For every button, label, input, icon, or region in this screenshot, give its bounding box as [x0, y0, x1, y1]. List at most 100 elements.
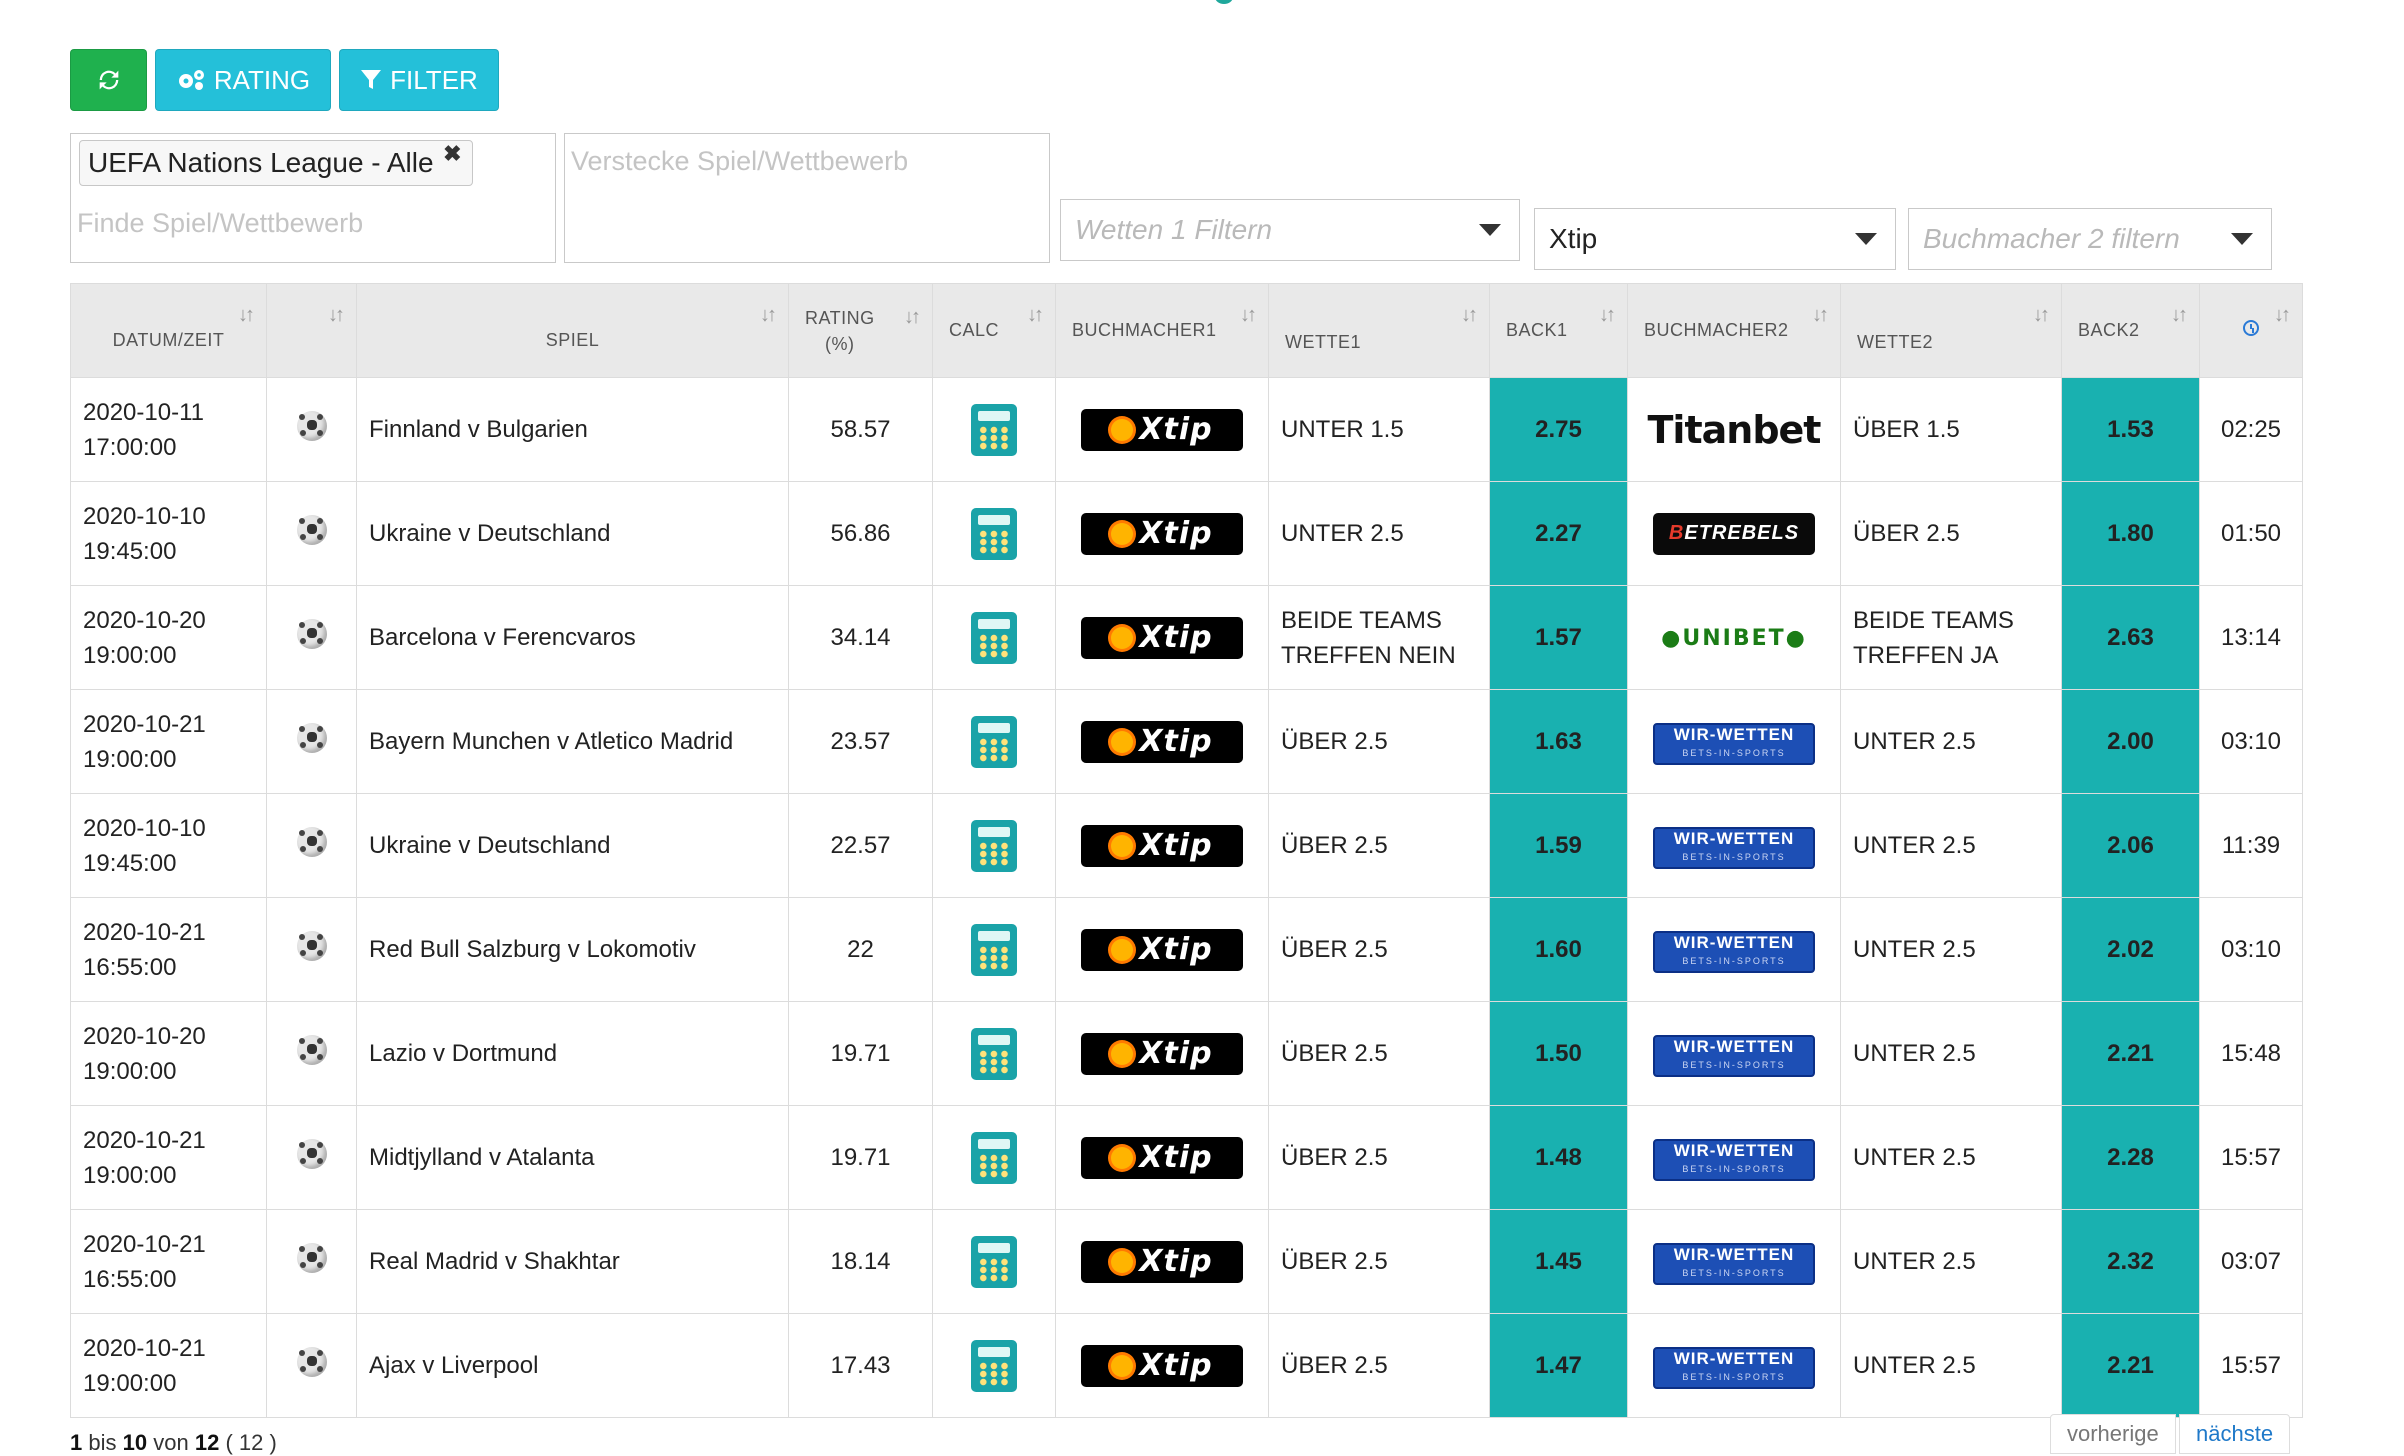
cell-bookmaker2[interactable]: WIR-WETTEN BETS-IN-SPORTS — [1627, 1209, 1841, 1314]
table-row[interactable]: 2020-10-21 16:55:00 Red Bull Salzburg v Lo… — [70, 897, 2303, 1002]
hide-match-input[interactable]: Verstecke Spiel/Wettbewerb — [564, 133, 1050, 263]
soccer-ball-icon — [296, 1243, 327, 1273]
col-header-wette2[interactable]: WETTE2 ↓↑ — [1840, 283, 2062, 378]
calculator-icon[interactable] — [971, 507, 1017, 560]
table-row[interactable]: 2020-10-10 19:45:00 Ukraine v Deutschland 5… — [70, 481, 2303, 586]
col-header-spiel[interactable]: SPIEL ↓↑ — [356, 283, 789, 378]
cell-datetime: 2020-10-21 19:00:00 — [70, 1313, 267, 1418]
cell-back1[interactable]: 1.50 — [1489, 1001, 1628, 1106]
cell-back2[interactable]: 1.53 — [2061, 377, 2200, 482]
cell-bookmaker2[interactable]: WIR-WETTEN BETS-IN-SPORTS — [1627, 689, 1841, 794]
next-page-button[interactable]: nächste — [2179, 1414, 2291, 1454]
bookmaker1-select[interactable]: Xtip — [1534, 208, 1896, 270]
cell-bookmaker1[interactable]: Xtip — [1055, 481, 1269, 586]
cell-back1[interactable]: 2.27 — [1489, 481, 1628, 586]
cell-bookmaker1[interactable]: Xtip — [1055, 377, 1269, 482]
table-row[interactable]: 2020-10-20 19:00:00 Lazio v Dortmund 19.71 X… — [70, 1001, 2303, 1106]
cell-bookmaker2[interactable]: WIR-WETTEN BETS-IN-SPORTS — [1627, 1105, 1841, 1210]
cell-spiel[interactable]: Lazio v Dortmund — [356, 1001, 789, 1106]
cell-bookmaker1[interactable]: Xtip — [1055, 793, 1269, 898]
cell-bookmaker1[interactable]: Xtip — [1055, 689, 1269, 794]
cell-bookmaker2[interactable]: B ETREBELS — [1627, 481, 1841, 586]
calculator-icon[interactable] — [971, 1027, 1017, 1080]
cell-spiel[interactable]: Ukraine v Deutschland — [356, 481, 789, 586]
table-row[interactable]: 2020-10-21 19:00:00 Ajax v Liverpool 17.43 X… — [70, 1313, 2303, 1418]
cell-sport — [266, 1209, 357, 1314]
calculator-icon[interactable] — [971, 611, 1017, 664]
cell-bookmaker2[interactable]: WIR-WETTEN BETS-IN-SPORTS — [1627, 793, 1841, 898]
cell-spiel[interactable]: Real Madrid v Shakhtar — [356, 1209, 789, 1314]
cell-back2[interactable]: 2.21 — [2061, 1313, 2200, 1418]
bet1-filter-select[interactable]: Wetten 1 Filtern — [1060, 199, 1520, 261]
calculator-icon[interactable] — [971, 923, 1017, 976]
col-header-wette1[interactable]: WETTE1 ↓↑ — [1268, 283, 1490, 378]
cell-bookmaker1[interactable]: Xtip — [1055, 585, 1269, 690]
cell-bookmaker1[interactable]: Xtip — [1055, 1105, 1269, 1210]
cell-back1[interactable]: 1.57 — [1489, 585, 1628, 690]
rating-button[interactable]: RATING — [155, 49, 331, 111]
cell-back2[interactable]: 1.80 — [2061, 481, 2200, 586]
cell-bookmaker2[interactable]: WIR-WETTEN BETS-IN-SPORTS — [1627, 1313, 1841, 1418]
cell-spiel[interactable]: Barcelona v Ferencvaros — [356, 585, 789, 690]
col-header-datum[interactable]: DATUM/ZEIT ↓↑ — [70, 283, 267, 378]
cell-back1[interactable]: 2.75 — [1489, 377, 1628, 482]
cell-back2[interactable]: 2.00 — [2061, 689, 2200, 794]
cell-bookmaker1[interactable]: Xtip — [1055, 897, 1269, 1002]
calculator-icon[interactable] — [971, 715, 1017, 768]
cell-bookmaker1[interactable]: Xtip — [1055, 1209, 1269, 1314]
find-match-input[interactable]: UEFA Nations League - Alle ✖ Finde Spiel… — [70, 133, 556, 263]
table-row[interactable]: 2020-10-20 19:00:00 Barcelona v Ferencvaro… — [70, 585, 2303, 690]
col-header-buchmacher1[interactable]: BUCHMACHER1 ↓↑ — [1055, 283, 1269, 378]
calculator-icon[interactable] — [971, 403, 1017, 456]
refresh-button[interactable] — [70, 49, 147, 111]
cell-bookmaker2[interactable]: ●UNIBET● — [1627, 585, 1841, 690]
table-row[interactable]: 2020-10-10 19:45:00 Ukraine v Deutschland 2… — [70, 793, 2303, 898]
calculator-icon[interactable] — [971, 819, 1017, 872]
cell-spiel[interactable]: Ajax v Liverpool — [356, 1313, 789, 1418]
remove-tag-icon[interactable]: ✖ — [443, 141, 462, 166]
cell-back2[interactable]: 2.21 — [2061, 1001, 2200, 1106]
table-row[interactable]: 2020-10-21 19:00:00 Midtjylland v Atalanta… — [70, 1105, 2303, 1210]
bookmaker2-select[interactable]: Buchmacher 2 filtern — [1908, 208, 2272, 270]
cell-spiel[interactable]: Bayern Munchen v Atletico Madrid — [356, 689, 789, 794]
cell-back1[interactable]: 1.59 — [1489, 793, 1628, 898]
cell-bookmaker2[interactable]: Titanbet — [1627, 377, 1841, 482]
cell-sport — [266, 585, 357, 690]
cell-back1[interactable]: 1.47 — [1489, 1313, 1628, 1418]
cell-back2[interactable]: 2.06 — [2061, 793, 2200, 898]
cell-back2[interactable]: 2.63 — [2061, 585, 2200, 690]
cell-bookmaker1[interactable]: Xtip — [1055, 1313, 1269, 1418]
cell-spiel[interactable]: Ukraine v Deutschland — [356, 793, 789, 898]
cell-bookmaker1[interactable]: Xtip — [1055, 1001, 1269, 1106]
col-header-buchmacher2[interactable]: BUCHMACHER2 ↓↑ — [1627, 283, 1841, 378]
calculator-icon[interactable] — [971, 1339, 1017, 1392]
table-row[interactable]: 2020-10-21 16:55:00 Real Madrid v Shakhtar… — [70, 1209, 2303, 1314]
cell-back2[interactable]: 2.28 — [2061, 1105, 2200, 1210]
cell-bookmaker2[interactable]: WIR-WETTEN BETS-IN-SPORTS — [1627, 897, 1841, 1002]
cell-spiel[interactable]: Midtjylland v Atalanta — [356, 1105, 789, 1210]
cell-back2[interactable]: 2.02 — [2061, 897, 2200, 1002]
col-header-calc[interactable]: CALC ↓↑ — [932, 283, 1056, 378]
table-row[interactable]: 2020-10-11 17:00:00 Finnland v Bulgarien 58… — [70, 377, 2303, 482]
calculator-icon[interactable] — [971, 1235, 1017, 1288]
col-header-back1[interactable]: BACK1 ↓↑ — [1489, 283, 1628, 378]
cell-spiel[interactable]: Finnland v Bulgarien — [356, 377, 789, 482]
filter-button[interactable]: FILTER — [339, 49, 499, 111]
calculator-icon[interactable] — [971, 1131, 1017, 1184]
col-header-back2[interactable]: BACK2 ↓↑ — [2061, 283, 2200, 378]
cell-calc — [932, 1001, 1056, 1106]
cell-back1[interactable]: 1.60 — [1489, 897, 1628, 1002]
competition-tag: UEFA Nations League - Alle ✖ — [79, 140, 473, 186]
table-row[interactable]: 2020-10-21 19:00:00 Bayern Munchen v Atlet… — [70, 689, 2303, 794]
cell-back1[interactable]: 1.45 — [1489, 1209, 1628, 1314]
prev-page-button[interactable]: vorherige — [2050, 1414, 2176, 1454]
cell-back2[interactable]: 2.32 — [2061, 1209, 2200, 1314]
col-header-age[interactable]: ↓↑ — [2199, 283, 2303, 378]
cell-back1[interactable]: 1.48 — [1489, 1105, 1628, 1210]
cell-back1[interactable]: 1.63 — [1489, 689, 1628, 794]
cell-bookmaker2[interactable]: WIR-WETTEN BETS-IN-SPORTS — [1627, 1001, 1841, 1106]
cell-wette1: ÜBER 2.5 — [1268, 897, 1490, 1002]
col-header-rating[interactable]: RATING (%) ↓↑ — [788, 283, 933, 378]
cell-spiel[interactable]: Red Bull Salzburg v Lokomotiv — [356, 897, 789, 1002]
col-header-sport[interactable]: ↓↑ — [266, 283, 357, 378]
